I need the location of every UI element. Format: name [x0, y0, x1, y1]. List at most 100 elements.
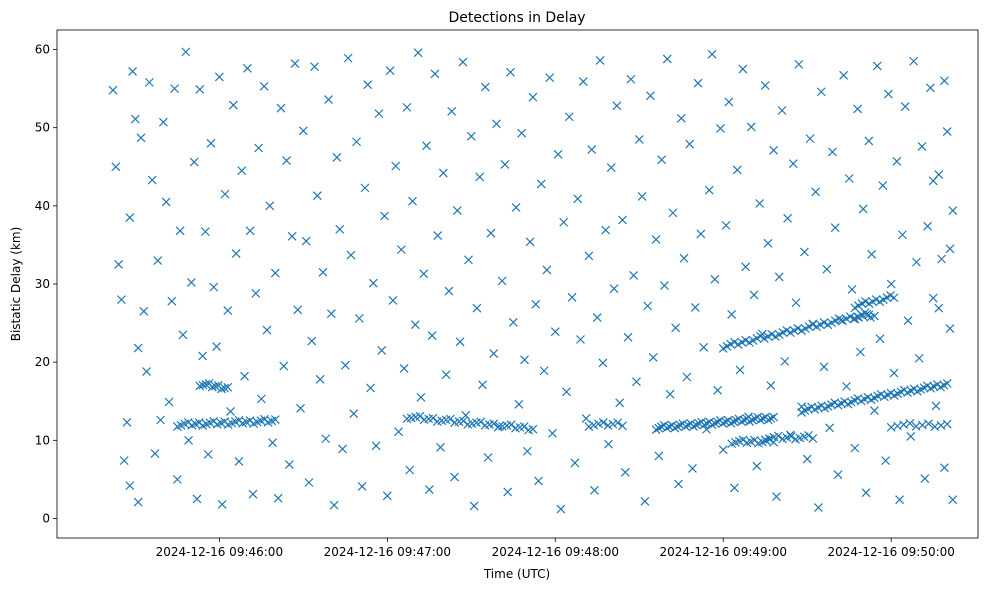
data-point-marker [329, 500, 339, 510]
data-point-marker [125, 213, 135, 222]
data-point-marker [382, 491, 392, 501]
data-point-marker [615, 398, 625, 408]
data-point-marker [889, 368, 899, 378]
data-point-marker [634, 134, 644, 144]
data-point-marker [830, 223, 840, 233]
data-point-marker [128, 66, 138, 76]
data-point-marker [402, 102, 412, 112]
data-point-marker [354, 313, 364, 323]
data-point-marker [433, 231, 443, 240]
data-point-marker [906, 431, 916, 441]
data-point-marker [262, 325, 272, 335]
data-point-marker [651, 425, 661, 435]
data-point-marker [254, 143, 263, 153]
data-point-marker [192, 494, 202, 504]
data-point-marker [881, 456, 891, 466]
data-point-marker [872, 61, 882, 71]
data-point-marker [321, 434, 331, 444]
data-point-marker [436, 442, 445, 452]
data-point-marker [150, 449, 160, 459]
data-point-marker [508, 317, 518, 327]
data-point-marker [548, 428, 557, 438]
data-point-marker [195, 84, 205, 94]
data-point-marker [777, 106, 787, 115]
data-point-marker [559, 217, 569, 227]
data-point-marker [629, 270, 639, 280]
data-point-marker [886, 279, 896, 289]
data-point-marker [637, 192, 647, 201]
data-point-marker [396, 245, 406, 255]
data-point-marker [133, 343, 143, 353]
data-point-marker [116, 295, 126, 305]
data-point-marker [220, 189, 230, 199]
data-point-marker [905, 418, 915, 428]
data-point-marker [338, 444, 347, 454]
data-point-marker [774, 272, 784, 282]
x-tick-label: 2024-12-16 09:48:00 [492, 545, 619, 559]
data-point-marker [240, 371, 249, 381]
data-point-marker [553, 149, 563, 159]
data-point-marker [181, 47, 191, 57]
data-point-marker [931, 401, 941, 411]
data-point-marker [900, 102, 910, 112]
data-point-marker [937, 254, 947, 264]
data-point-marker [601, 225, 611, 235]
data-point-marker [223, 306, 233, 315]
data-point-marker [360, 183, 370, 193]
data-point-marker [673, 422, 682, 432]
data-point-marker [674, 479, 683, 489]
data-point-marker [114, 260, 124, 269]
data-point-marker [133, 497, 143, 507]
data-point-marker [413, 48, 423, 58]
data-point-marker [284, 460, 294, 469]
data-point-marker [307, 336, 317, 346]
data-point-marker [259, 81, 269, 91]
data-point-marker [324, 95, 333, 104]
data-point-marker [352, 137, 361, 147]
data-point-marker [646, 91, 655, 101]
data-point-marker [245, 226, 255, 236]
y-axis-label: Bistatic Delay (km) [9, 227, 23, 342]
data-point-marker [226, 406, 235, 416]
data-point-marker [312, 191, 322, 201]
data-point-marker [620, 467, 630, 477]
data-point-marker [273, 493, 283, 503]
data-point-marker [217, 499, 227, 509]
data-point-marker [332, 152, 342, 162]
data-point-marker [270, 415, 280, 424]
data-point-marker [550, 327, 560, 337]
data-point-marker [699, 420, 709, 430]
y-tick-label: 50 [35, 121, 50, 135]
data-point-marker [304, 478, 314, 487]
data-point-marker [654, 423, 664, 433]
data-point-marker [598, 358, 608, 368]
data-point-marker [108, 85, 118, 95]
data-point-marker [928, 293, 938, 303]
data-point-marker [737, 417, 747, 427]
data-point-marker [450, 472, 459, 482]
data-point-marker [178, 330, 188, 340]
data-point-marker [746, 122, 756, 132]
data-point-marker [606, 163, 616, 172]
data-point-marker [696, 229, 706, 239]
data-point-marker [688, 464, 697, 473]
data-point-marker [528, 424, 538, 434]
data-point-marker [875, 334, 885, 344]
data-point-marker [368, 278, 378, 288]
data-point-marker [805, 134, 815, 144]
data-point-marker [209, 282, 219, 292]
data-point-marker [170, 84, 179, 94]
data-point-marker [662, 423, 672, 433]
data-point-marker [861, 488, 871, 498]
data-point-marker [564, 112, 574, 122]
data-point-marker [842, 381, 851, 391]
data-point-marker [788, 159, 798, 169]
data-point-marker [534, 476, 543, 486]
data-point-marker [282, 156, 291, 165]
data-point-marker [296, 403, 305, 413]
data-point-marker [760, 81, 770, 90]
data-point-marker [270, 268, 280, 278]
data-point-marker [853, 104, 863, 114]
data-point-marker [724, 97, 734, 107]
data-point-marker [713, 417, 722, 427]
